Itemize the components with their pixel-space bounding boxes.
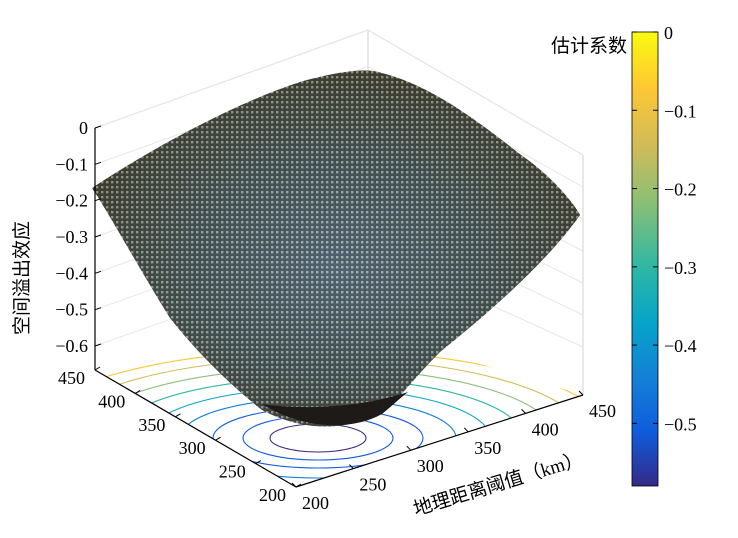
z-tick-mark xyxy=(94,234,102,238)
surface-shading xyxy=(92,70,580,427)
z-tick-label: −0.4 xyxy=(55,263,88,283)
y-tick-mark xyxy=(295,483,302,488)
colorbar-gradient xyxy=(631,31,659,487)
y-tick-mark xyxy=(215,436,221,441)
y-tick-mark xyxy=(94,366,101,371)
colorbar-title: 估计系数 xyxy=(551,35,627,57)
z-tick-label: −0.6 xyxy=(55,336,88,356)
z-tick-mark xyxy=(94,125,102,129)
y-tick-mark xyxy=(175,413,181,418)
y-tick-mark xyxy=(134,389,141,394)
z-tick-label: −0.3 xyxy=(55,227,88,247)
z-axis-label: 空间溢出效应 xyxy=(11,221,33,335)
z-tick-mark xyxy=(94,198,102,202)
colorbar-tick-label: −0.4 xyxy=(664,336,697,356)
x-tick-mark xyxy=(406,445,412,451)
x-axis-line xyxy=(295,394,584,488)
colorbar-ticks: 0 −0.1 −0.2 −0.3 −0.4 −0.5 xyxy=(632,23,697,434)
z-tick-mark xyxy=(94,270,102,274)
z-tick-label: 0 xyxy=(79,118,88,138)
x-tick-label: 300 xyxy=(417,456,444,476)
grid-line xyxy=(367,29,584,156)
y-axis-line xyxy=(94,369,297,488)
z-tick-label: −0.2 xyxy=(55,191,88,211)
z-tick-mark xyxy=(94,343,102,347)
x-tick-mark xyxy=(521,409,526,414)
y-tick-label: 200 xyxy=(259,485,286,505)
contour-line xyxy=(269,423,367,453)
surface-bottom xyxy=(262,392,408,426)
x-tick-label: 250 xyxy=(359,475,386,495)
floor-edges xyxy=(94,128,584,488)
x-tick-mark xyxy=(349,464,354,469)
grid-line xyxy=(94,29,369,129)
colorbar-tick-label: −0.3 xyxy=(664,258,697,278)
z-axis-ticks: 0 −0.1 −0.2 −0.3 −0.4 −0.5 −0.6 xyxy=(55,118,102,356)
y-tick-label: 350 xyxy=(138,415,165,435)
colorbar-tick-label: 0 xyxy=(664,23,673,43)
x-tick-mark xyxy=(291,482,297,488)
x-axis-ticks: 200 250 300 350 400 450 xyxy=(291,390,616,513)
colorbar-tick-label: −0.1 xyxy=(664,101,697,121)
colorbar: 估计系数 0 −0.1 −0.2 −0.3 −0.4 −0.5 xyxy=(551,23,697,487)
x-tick-label: 450 xyxy=(589,401,616,421)
x-tick-label: 200 xyxy=(302,493,329,513)
colorbar-tick-label: −0.2 xyxy=(664,180,697,200)
z-tick-label: −0.1 xyxy=(55,154,88,174)
x-tick-mark xyxy=(463,427,469,433)
x-tick-label: 350 xyxy=(474,438,501,458)
z-tick-mark xyxy=(94,161,102,165)
x-tick-mark xyxy=(578,390,584,396)
x-tick-label: 400 xyxy=(532,419,559,439)
colorbar-tick-label: −0.5 xyxy=(664,414,697,434)
surface xyxy=(92,70,580,427)
y-axis-ticks: 450 400 350 300 250 200 xyxy=(58,366,302,505)
z-tick-mark xyxy=(94,307,102,311)
y-tick-mark xyxy=(255,460,262,465)
y-tick-label: 250 xyxy=(219,462,246,482)
y-tick-label: 300 xyxy=(179,438,206,458)
z-tick-label: −0.5 xyxy=(55,300,88,320)
y-tick-label: 400 xyxy=(98,391,125,411)
y-tick-label: 450 xyxy=(58,368,85,388)
